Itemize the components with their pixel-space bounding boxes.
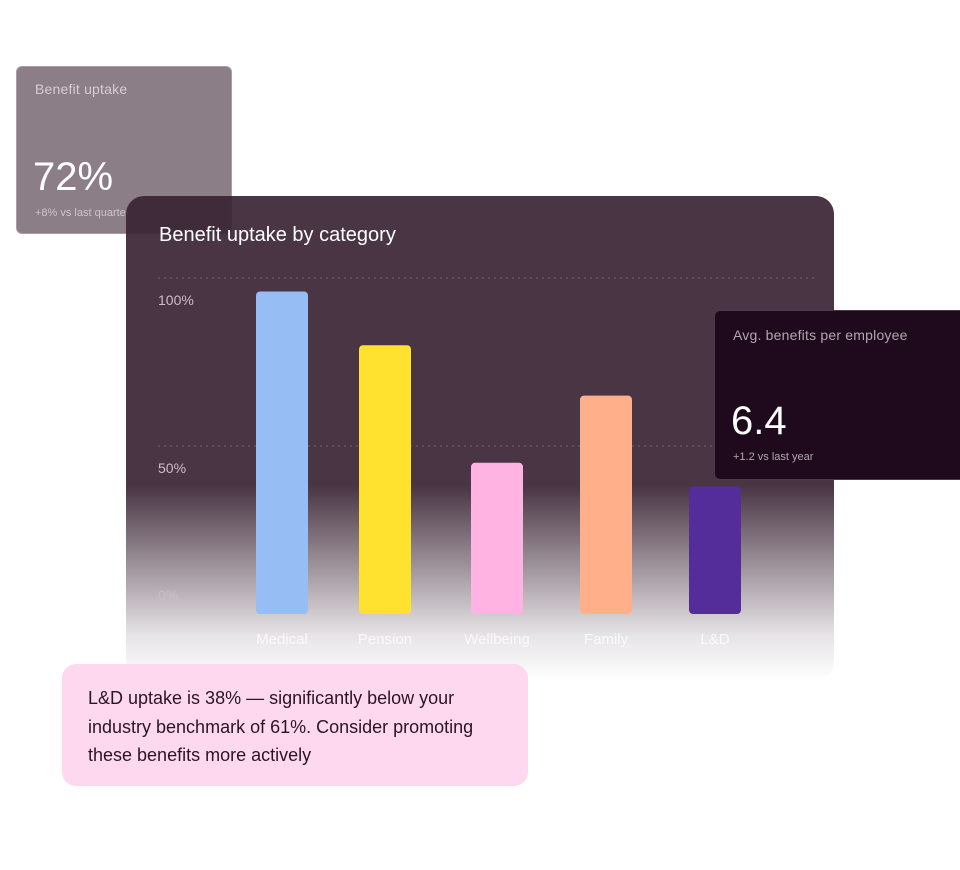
benefit-uptake-delta: +8% vs last quarter bbox=[35, 207, 130, 219]
avg-benefits-delta: +1.2 vs last year bbox=[733, 451, 814, 463]
bar-pension bbox=[359, 345, 411, 614]
avg-benefits-value: 6.4 bbox=[731, 399, 787, 443]
benefit-uptake-label: Benefit uptake bbox=[35, 81, 128, 97]
bar-wellbeing bbox=[471, 462, 523, 614]
bar-medical bbox=[256, 291, 308, 614]
y-tick-label: 100% bbox=[158, 292, 194, 308]
benefit-uptake-card: Benefit uptake 72% +8% vs last quarter bbox=[16, 66, 232, 234]
chart-title: Benefit uptake by category bbox=[159, 224, 396, 246]
x-tick-label: Medical bbox=[256, 631, 308, 648]
x-tick-label: Pension bbox=[358, 631, 412, 648]
insight-callout: L&D uptake is 38% — significantly below … bbox=[62, 664, 528, 786]
bar-family bbox=[580, 395, 632, 614]
x-tick-label: Wellbeing bbox=[464, 631, 530, 648]
benefit-uptake-value: 72% bbox=[33, 155, 114, 199]
bar-chart: 100% 50% 0% Medical Pension Wellbeing Family L&… bbox=[158, 277, 814, 648]
x-tick-label: Family bbox=[584, 631, 629, 648]
x-tick-label: L&D bbox=[700, 631, 729, 648]
bar-l-d bbox=[689, 486, 741, 614]
y-tick-label: 50% bbox=[158, 460, 186, 476]
avg-benefits-label: Avg. benefits per employee bbox=[733, 327, 908, 343]
avg-benefits-card: Avg. benefits per employee 6.4 +1.2 vs l… bbox=[714, 310, 960, 480]
y-tick-label: 0% bbox=[158, 587, 178, 603]
